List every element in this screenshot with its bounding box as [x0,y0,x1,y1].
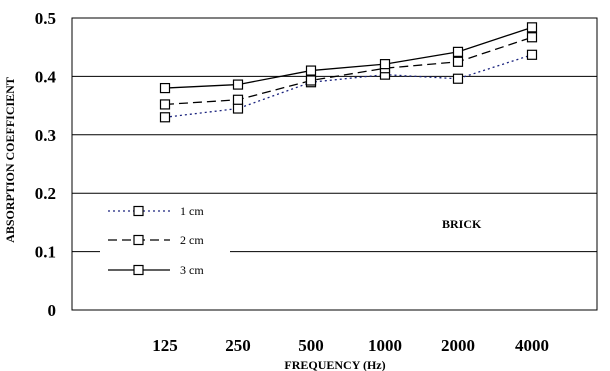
x-tick-label: 1000 [368,336,402,355]
legend: 1 cm 2 cm 3 cm [100,196,230,286]
data-point [232,103,244,114]
legend-background [100,196,230,286]
legend-label: 2 cm [180,233,204,247]
series-layer [159,22,538,123]
x-tick-label: 250 [225,336,251,355]
data-point [159,99,171,110]
x-axis-title: FREQUENCY (Hz) [284,358,385,371]
data-point [232,79,244,90]
series-line [164,54,533,118]
y-tick-labels: 0 0.1 0.2 0.3 0.4 0.5 [35,9,57,320]
plot-frame [71,17,598,311]
data-point [526,22,538,33]
y-axis-title: ABSORPTION COEFFICIENT [3,77,17,243]
series-3 [159,22,538,94]
y-tick-label: 0.4 [35,67,57,86]
data-point [452,56,464,67]
brick-annotation: BRICK [442,217,482,231]
legend-marker [133,234,144,246]
legend-marker [133,205,144,217]
data-point [526,49,538,60]
series-line [164,26,533,89]
legend-label: 1 cm [180,204,204,218]
series-line [164,36,533,106]
data-point [159,82,171,94]
data-point [452,46,464,57]
y-tick-label: 0.5 [35,9,56,28]
x-tick-label: 500 [298,336,324,355]
y-tick-label: 0.3 [35,126,56,145]
y-tick-label: 0.1 [35,243,56,262]
x-tick-label: 4000 [515,336,549,355]
data-point [379,59,391,70]
data-point [305,75,317,86]
legend-marker [133,264,144,276]
data-point [305,65,317,76]
x-tick-labels: 125 250 500 1000 2000 4000 [152,336,549,355]
legend-label: 3 cm [180,263,204,277]
y-tick-label: 0.2 [35,184,56,203]
data-point [526,32,538,43]
data-point [452,73,464,84]
data-point [232,94,244,105]
y-tick-label: 0 [48,301,57,320]
x-tick-label: 125 [152,336,178,355]
data-point [159,112,171,123]
x-tick-label: 2000 [441,336,475,355]
